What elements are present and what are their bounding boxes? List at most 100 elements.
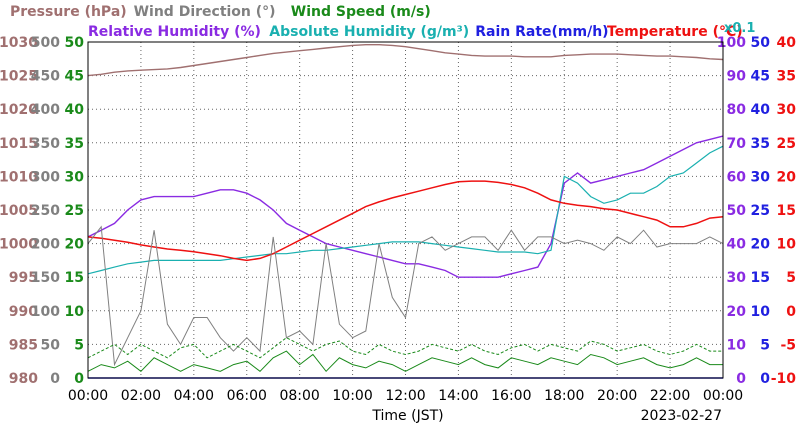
wind-direction-tick-label: 450: [31, 69, 60, 85]
series-line: [87, 225, 724, 367]
series-line: [87, 145, 724, 275]
pressure-tick-label: 1020: [0, 102, 38, 118]
wind-direction-tick-label: 0: [50, 371, 60, 387]
left-axes: 1030102510201015101010051000995990985980…: [0, 35, 84, 387]
legend-item: Wind Direction (°): [134, 4, 276, 20]
wind-speed-tick-label: 45: [65, 69, 84, 85]
humidity-tick-label: 80: [727, 102, 747, 118]
x-tick-label: 16:00: [491, 388, 531, 404]
pressure-tick-label: 995: [9, 270, 38, 286]
wind-direction-tick-label: 250: [31, 203, 60, 219]
humidity-tick-label: 50: [727, 203, 747, 219]
rain-rate-tick-label: 45: [751, 69, 770, 85]
rain-rate-tick-label: 10: [751, 304, 771, 320]
pressure-tick-label: 1025: [0, 69, 38, 85]
wind-speed-tick-label: 10: [65, 304, 85, 320]
series-line: [87, 135, 724, 278]
wind-speed-tick-label: 20: [65, 237, 85, 253]
humidity-tick-label: 60: [727, 169, 747, 185]
x-tick-label: 20:00: [597, 388, 637, 404]
rain-rate-tick-label: 25: [751, 203, 770, 219]
wind-speed-tick-label: 40: [65, 102, 85, 118]
pressure-tick-label: 985: [9, 337, 38, 353]
x-tick-label: 14:00: [438, 388, 478, 404]
legend-item: Rain Rate(mm/h): [475, 24, 608, 40]
wind-direction-tick-label: 200: [31, 237, 60, 253]
wind-direction-tick-label: 100: [31, 304, 60, 320]
legend-item: Wind Speed (m/s): [291, 4, 431, 20]
wind-speed-tick-label: 50: [65, 35, 85, 51]
series-line: [87, 337, 723, 359]
wind-speed-tick-label: 35: [65, 136, 84, 152]
humidity-tick-label: 90: [727, 69, 747, 85]
wind-direction-tick-label: 350: [31, 136, 60, 152]
x-axis: 00:00 02:00 04:00 06:00 08:00 10:00 12:00 14:00…: [68, 388, 743, 404]
humidity-tick-label: 70: [727, 136, 747, 152]
temperature-tick-label: 5: [786, 270, 796, 286]
humidity-tick-label: 10: [727, 337, 747, 353]
rain-rate-tick-label: 30: [751, 169, 771, 185]
rain-rate-tick-label: 35: [751, 136, 770, 152]
x-tick-label: 04:00: [174, 388, 214, 404]
wind-speed-tick-label: 15: [65, 270, 84, 286]
x-tick-label: 08:00: [279, 388, 319, 404]
temperature-tick-label: 30: [777, 102, 797, 118]
wind-direction-tick-label: 400: [31, 102, 60, 118]
rain-rate-tick-label: 5: [760, 337, 770, 353]
wind-speed-tick-label: 25: [65, 203, 84, 219]
wind-speed-tick-label: 30: [65, 169, 85, 185]
wind-direction-tick-label: 50: [41, 337, 61, 353]
humidity-tick-label: 20: [727, 304, 747, 320]
x-axis-label: Time (JST): [371, 408, 443, 424]
temperature-tick-label: 15: [777, 203, 796, 219]
wind-direction-tick-label: 150: [31, 270, 60, 286]
grid: [88, 42, 723, 378]
x-tick-label: 18:00: [544, 388, 584, 404]
abs-humidity-scale-note: x0.1: [724, 21, 755, 36]
pressure-tick-label: 1015: [0, 136, 38, 152]
temperature-tick-label: 10: [777, 237, 797, 253]
rain-rate-tick-label: 40: [751, 102, 771, 118]
pressure-tick-label: 1010: [0, 169, 38, 185]
temperature-tick-label: 40: [777, 35, 797, 51]
plot-frame: [87, 41, 724, 379]
date-label: 2023-02-27: [641, 408, 722, 424]
humidity-tick-label: 0: [736, 371, 746, 387]
legend-item: Pressure (hPa): [10, 4, 127, 20]
pressure-tick-label: 980: [9, 371, 38, 387]
x-tick-label: 10:00: [332, 388, 372, 404]
wind-speed-tick-label: 5: [74, 337, 84, 353]
legend: Pressure (hPa) Wind Direction (°) Wind Spe…: [10, 4, 755, 40]
series-line: [87, 180, 724, 262]
rain-rate-tick-label: 15: [751, 270, 770, 286]
rain-rate-tick-label: 20: [751, 237, 771, 253]
temperature-tick-label: -10: [771, 371, 797, 387]
x-tick-label: 06:00: [227, 388, 267, 404]
legend-item: Absolute Humidity (g/m³): [269, 24, 469, 40]
right-axes: 1009080706050403020100504540353025201510…: [717, 35, 796, 387]
legend-item: Relative Humidity (%): [88, 24, 261, 40]
temperature-tick-label: 35: [777, 69, 796, 85]
x-tick-label: 22:00: [650, 388, 690, 404]
x-tick-label: 00:00: [703, 388, 743, 404]
pressure-tick-label: 1005: [0, 203, 38, 219]
humidity-tick-label: 100: [717, 35, 746, 51]
temperature-tick-label: 25: [777, 136, 796, 152]
series-line: [87, 44, 724, 77]
pressure-tick-label: 990: [9, 304, 38, 320]
wind-direction-tick-label: 500: [31, 35, 60, 51]
wind-speed-tick-label: 0: [74, 371, 84, 387]
pressure-tick-label: 1000: [0, 237, 38, 253]
wind-direction-tick-label: 300: [31, 169, 60, 185]
humidity-tick-label: 40: [727, 237, 747, 253]
legend-item: Temperature (°C): [607, 24, 743, 40]
temperature-tick-label: 0: [786, 304, 796, 320]
rain-rate-tick-label: 0: [760, 371, 770, 387]
x-tick-label: 02:00: [121, 388, 161, 404]
temperature-tick-label: 20: [777, 169, 797, 185]
humidity-tick-label: 30: [727, 270, 747, 286]
temperature-tick-label: -5: [780, 337, 796, 353]
x-tick-label: 00:00: [68, 388, 108, 404]
pressure-tick-label: 1030: [0, 35, 38, 51]
